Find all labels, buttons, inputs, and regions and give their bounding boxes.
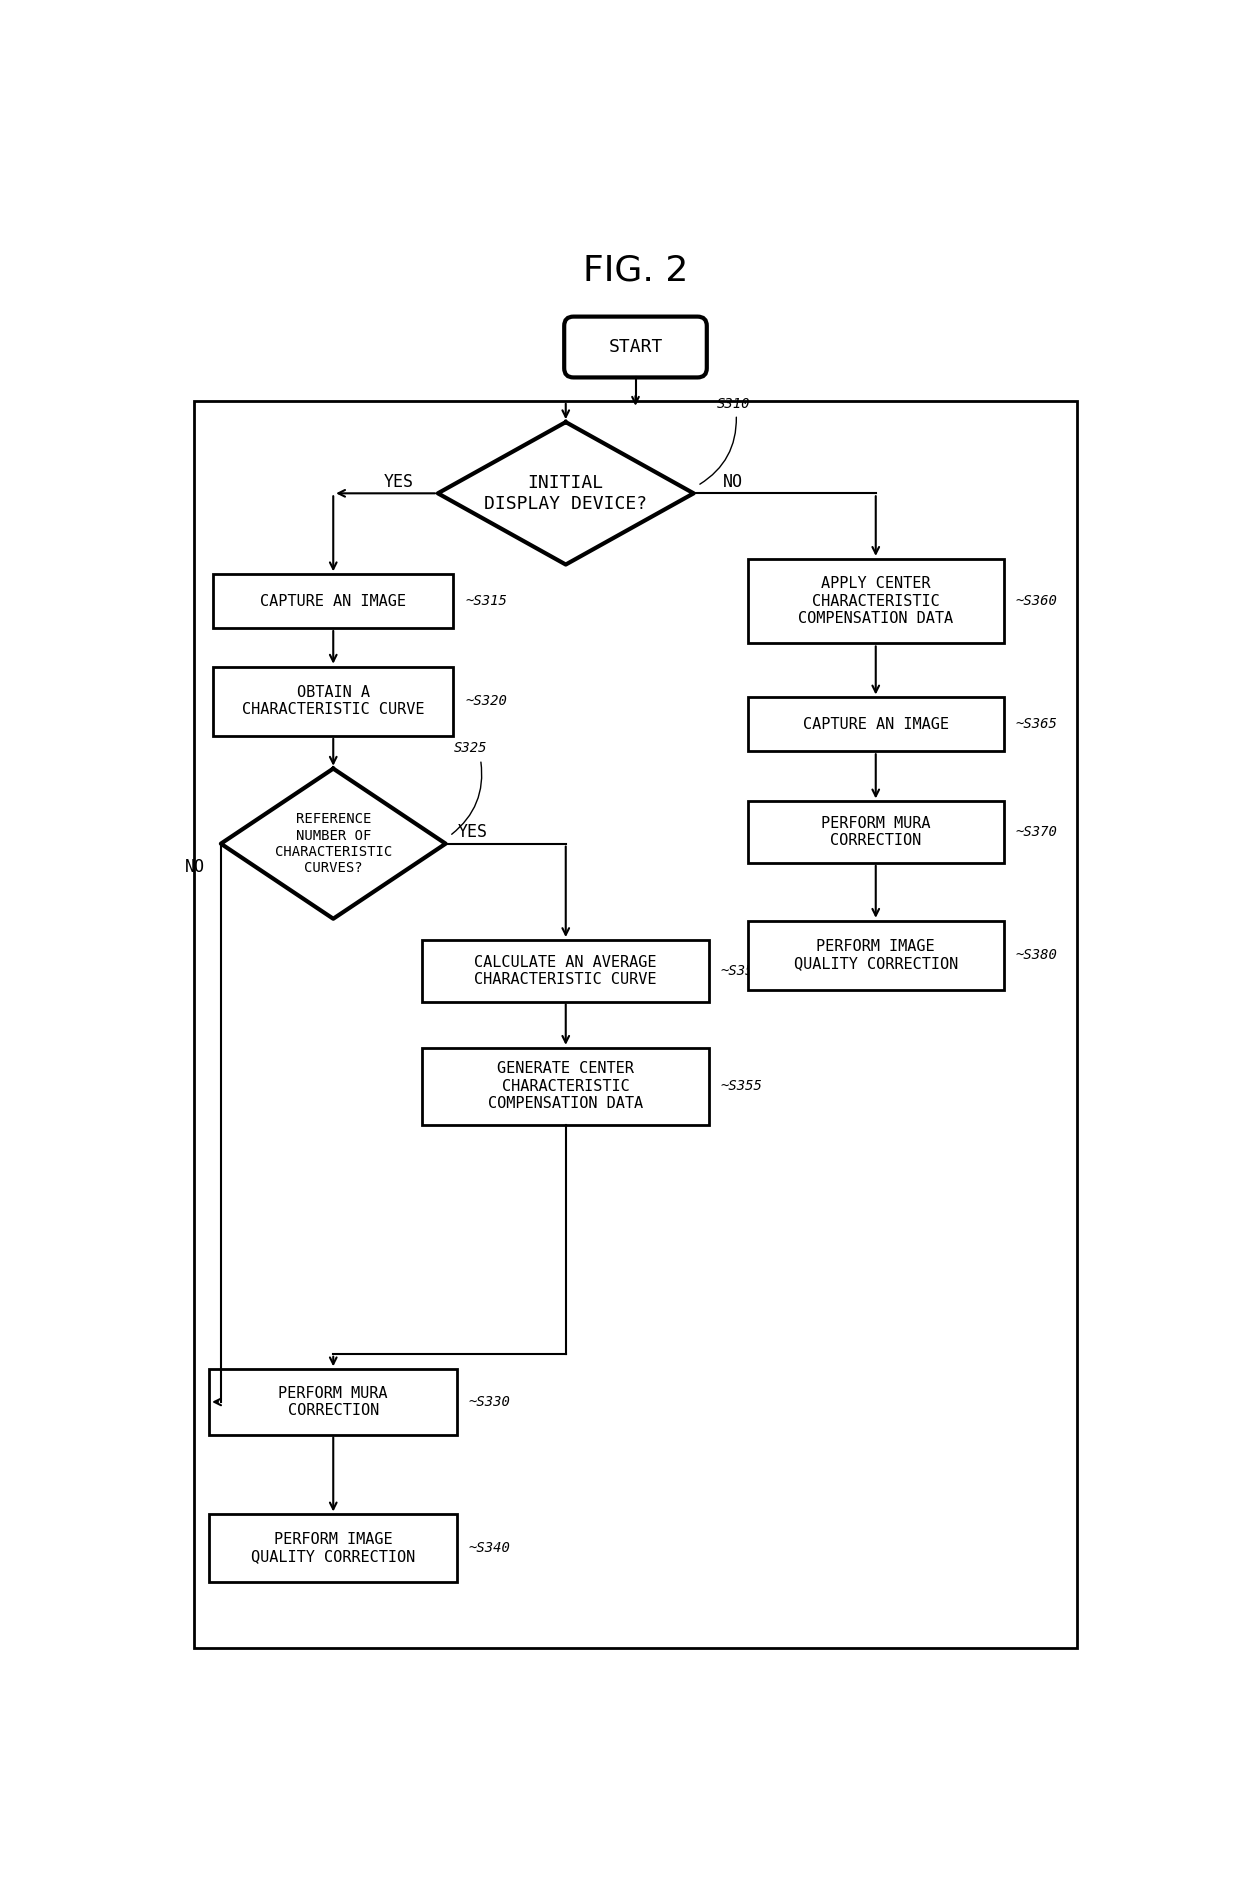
Text: S325: S325 [454,740,487,755]
Text: ~S340: ~S340 [469,1542,511,1555]
Text: NO: NO [185,858,206,875]
Text: S310: S310 [717,396,750,411]
Text: OBTAIN A
CHARACTERISTIC CURVE: OBTAIN A CHARACTERISTIC CURVE [242,685,424,717]
Text: YES: YES [384,473,414,490]
Text: PERFORM IMAGE
QUALITY CORRECTION: PERFORM IMAGE QUALITY CORRECTION [794,939,957,971]
Text: YES: YES [458,823,487,841]
Text: FIG. 2: FIG. 2 [583,254,688,287]
Text: APPLY CENTER
CHARACTERISTIC
COMPENSATION DATA: APPLY CENTER CHARACTERISTIC COMPENSATION… [799,577,954,625]
Text: ~S350: ~S350 [720,963,763,978]
Text: PERFORM MURA
CORRECTION: PERFORM MURA CORRECTION [279,1386,388,1418]
Text: GENERATE CENTER
CHARACTERISTIC
COMPENSATION DATA: GENERATE CENTER CHARACTERISTIC COMPENSAT… [489,1061,644,1112]
Bar [210,1514,458,1581]
Text: CAPTURE AN IMAGE: CAPTURE AN IMAGE [260,593,407,608]
Text: INITIAL
DISPLAY DEVICE?: INITIAL DISPLAY DEVICE? [484,473,647,513]
Text: PERFORM MURA
CORRECTION: PERFORM MURA CORRECTION [821,815,930,849]
Bar [748,802,1003,862]
Text: ~S360: ~S360 [1016,593,1058,608]
Text: REFERENCE
NUMBER OF
CHARACTERISTIC
CURVES?: REFERENCE NUMBER OF CHARACTERISTIC CURVE… [274,813,392,875]
Bar [210,1369,458,1435]
Bar [193,400,1078,1649]
Bar [213,667,454,736]
Polygon shape [221,768,445,918]
Text: CAPTURE AN IMAGE: CAPTURE AN IMAGE [802,717,949,732]
Bar [748,560,1003,644]
Text: ~S320: ~S320 [465,695,507,708]
Text: ~S370: ~S370 [1016,824,1058,839]
Bar [748,920,1003,990]
Text: CALCULATE AN AVERAGE
CHARACTERISTIC CURVE: CALCULATE AN AVERAGE CHARACTERISTIC CURV… [475,954,657,988]
Polygon shape [438,423,693,565]
Text: ~S380: ~S380 [1016,948,1058,962]
Bar [423,1048,709,1125]
Text: PERFORM IMAGE
QUALITY CORRECTION: PERFORM IMAGE QUALITY CORRECTION [252,1532,415,1564]
FancyBboxPatch shape [564,317,707,377]
Text: START: START [609,338,662,357]
Text: ~S315: ~S315 [465,593,507,608]
Text: ~S330: ~S330 [469,1395,511,1408]
Text: NO: NO [723,473,743,490]
Bar [423,939,709,1001]
Bar [748,697,1003,751]
Text: ~S355: ~S355 [720,1080,763,1093]
Bar [213,575,454,627]
Text: ~S365: ~S365 [1016,717,1058,731]
